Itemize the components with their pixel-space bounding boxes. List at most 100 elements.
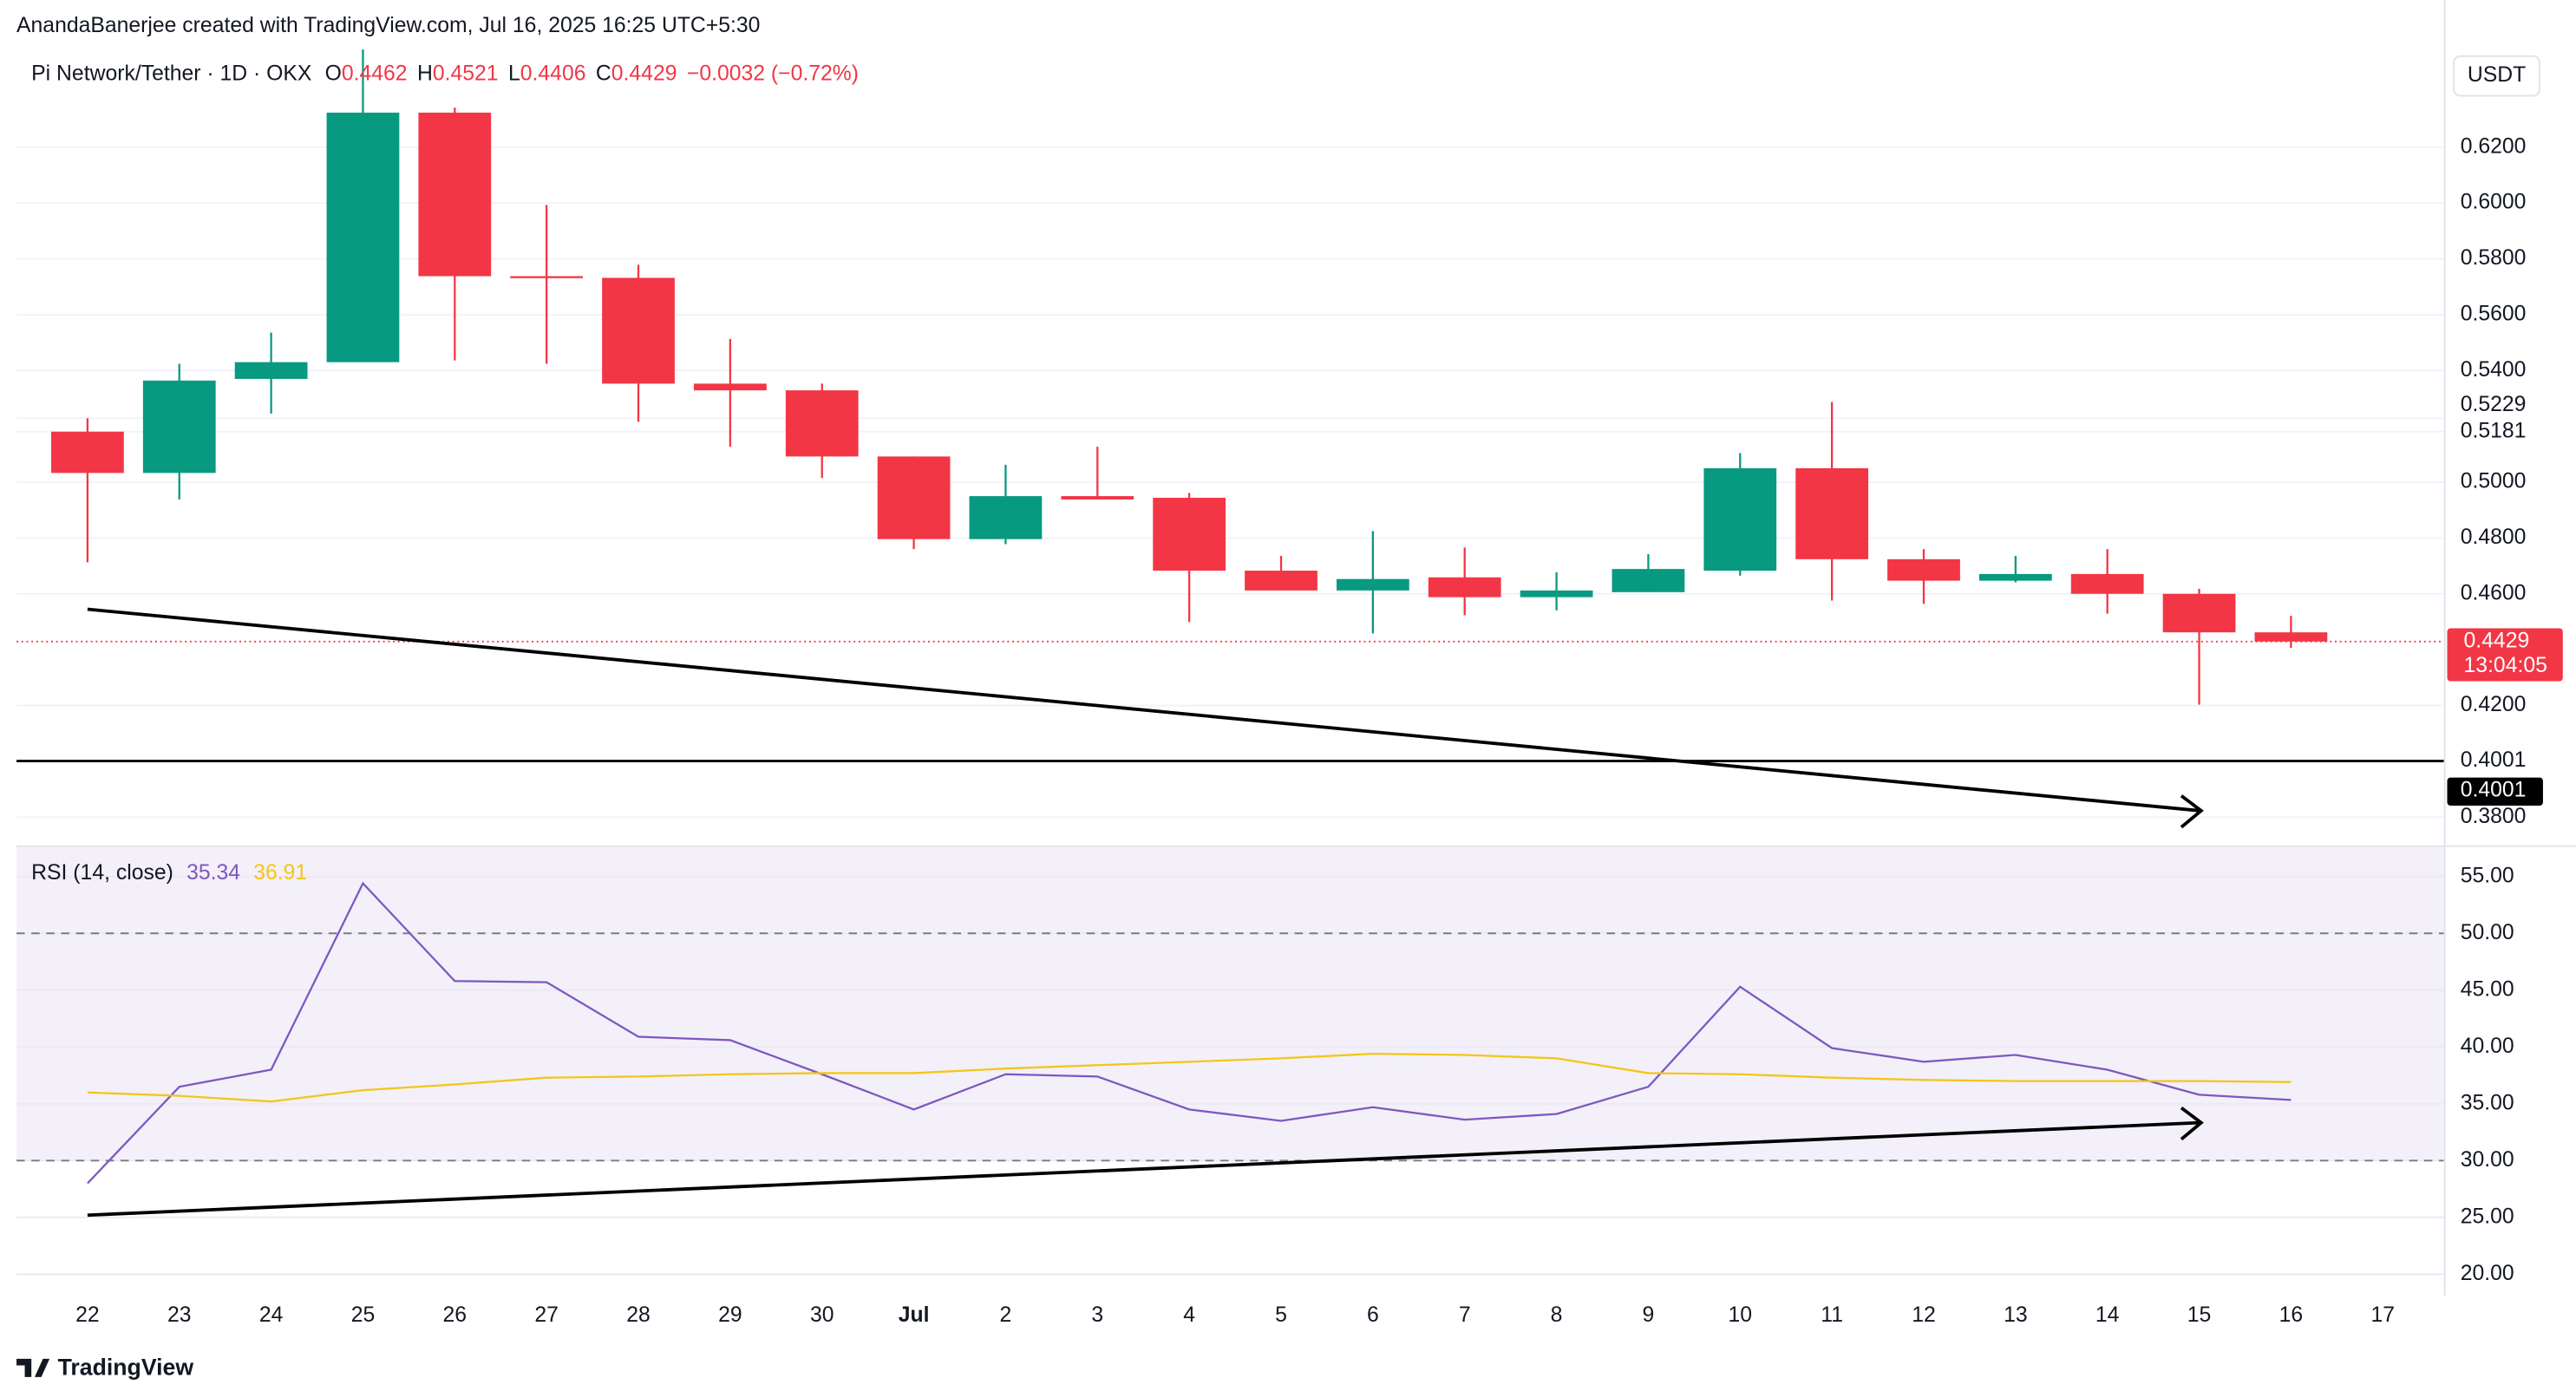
x-tick-label: 14 (2095, 1303, 2120, 1327)
attribution: AnandaBanerjee created with TradingView.… (16, 14, 760, 37)
candle-body (418, 112, 492, 277)
candle-body (877, 456, 951, 539)
x-tick-label: 13 (2004, 1303, 2028, 1327)
x-tick-label: 12 (1912, 1303, 1936, 1327)
y-tick-label: 0.5600 (2461, 302, 2527, 325)
x-tick-label: 17 (2370, 1303, 2395, 1327)
change: −0.0032 (−0.72%) (687, 62, 859, 85)
y-tick-label: 25.00 (2461, 1205, 2514, 1228)
x-tick-label: 24 (259, 1303, 284, 1327)
y-tick-label: 0.5000 (2461, 470, 2527, 493)
candle-body (693, 383, 767, 391)
rsi-band (16, 846, 2444, 1161)
candle-body (142, 380, 216, 473)
hline-label: 0.4001 (2461, 778, 2527, 801)
candle-body (1978, 573, 2052, 581)
x-tick-label: 15 (2187, 1303, 2212, 1327)
rsi-pane (16, 846, 2444, 1276)
x-tick-label: 6 (1367, 1303, 1379, 1327)
x-tick-label: Jul (899, 1303, 930, 1327)
x-tick-label: 8 (1551, 1303, 1563, 1327)
candle-body (1520, 590, 1593, 598)
y-tick-label: 30.00 (2461, 1148, 2514, 1172)
x-tick-label: 3 (1091, 1303, 1103, 1327)
x-tick-label: 25 (351, 1303, 376, 1327)
x-tick-label: 4 (1183, 1303, 1195, 1327)
x-tick-label: 7 (1459, 1303, 1471, 1327)
y-tick-label: 0.5229 (2461, 393, 2527, 416)
x-tick-label: 28 (626, 1303, 651, 1327)
ohlc-label: H (417, 62, 433, 85)
x-tick-label: 27 (534, 1303, 559, 1327)
price-trendline (87, 607, 2200, 813)
y-tick-label: 0.5400 (2461, 358, 2527, 382)
candle-body (326, 112, 400, 362)
rsi-line (87, 1053, 2292, 1103)
candle-body (1795, 467, 1869, 559)
candle-body (1612, 569, 1685, 592)
x-tick-label: 9 (1643, 1303, 1655, 1327)
price-pane (16, 49, 2444, 819)
ohlc: O0.4462 H0.4521 L0.4406 C0.4429 (325, 62, 677, 85)
candle-body (1336, 578, 1409, 591)
candle-body (2254, 632, 2328, 642)
x-tick-label: 30 (810, 1303, 834, 1327)
brand: TradingView (58, 1354, 194, 1380)
hline-box (2447, 777, 2543, 806)
y-tick-label: 0.4600 (2461, 581, 2527, 604)
candle-body (602, 278, 675, 384)
ohlc-value: 0.4406 (520, 62, 586, 85)
arrowhead (2180, 794, 2204, 829)
logo-icon (16, 1358, 50, 1377)
rsi-title: RSI (14, close) (31, 861, 173, 885)
y-tick-label: 0.3800 (2461, 805, 2527, 828)
candle-body (234, 362, 308, 379)
currency[interactable]: USDT (2468, 63, 2526, 87)
last-price: 0.4429 (2464, 629, 2530, 652)
y-tick-label: 20.00 (2461, 1262, 2514, 1285)
candle-body (1153, 498, 1226, 571)
last-price-box (2447, 628, 2563, 682)
candle-body (510, 276, 584, 278)
candle-body (1428, 577, 1501, 598)
price-header: Pi Network/Tether · 1D · OKX O0.4462 H0.45… (31, 62, 859, 85)
x-tick-label: 2 (1000, 1303, 1012, 1327)
candle-body (969, 496, 1043, 539)
currency-box[interactable] (2453, 55, 2541, 97)
symbol: Pi Network/Tether · 1D · OKX (31, 62, 311, 85)
arrowhead (2180, 1106, 2204, 1141)
axes: 0.6200 0.6000 0.5800 0.5600 0.5400 0.5229 0.51… (75, 134, 2563, 1327)
x-tick-label: 10 (1729, 1303, 1753, 1327)
y-tick-label: 50.00 (2461, 921, 2514, 944)
candle-body (1887, 558, 1960, 581)
y-tick-label: 35.00 (2461, 1091, 2514, 1114)
ohlc-value: 0.4462 (342, 62, 408, 85)
x-tick-label: 29 (718, 1303, 742, 1327)
rsi-trendline (87, 1120, 2200, 1218)
rsi-line (87, 881, 2292, 1185)
candle-body (2162, 593, 2236, 633)
ohlc-label: O (325, 62, 342, 85)
x-tick-label: 22 (75, 1303, 100, 1327)
y-tick-label: 55.00 (2461, 864, 2514, 887)
rsi-header: RSI (14, close) 35.34 36.91 (31, 861, 307, 885)
x-tick-label: 16 (2279, 1303, 2304, 1327)
ohlc-value: 0.4521 (433, 62, 499, 85)
ohlc-label: C (596, 62, 611, 85)
trendlines (87, 607, 2204, 1218)
y-tick-label: 45.00 (2461, 977, 2514, 1001)
rsi-value: 35.34 (186, 861, 240, 885)
candle-body (785, 390, 859, 457)
x-tick-label: 23 (167, 1303, 192, 1327)
y-tick-label: 0.4200 (2461, 693, 2527, 716)
y-tick-label: 0.6200 (2461, 134, 2527, 158)
y-tick-label: 0.6000 (2461, 191, 2527, 214)
countdown: 13:04:05 (2464, 654, 2547, 677)
candle-body (1061, 496, 1134, 500)
y-tick-label: 0.5800 (2461, 246, 2527, 270)
candle-body (51, 431, 124, 473)
rsi-values: 35.34 36.91 (186, 861, 307, 885)
x-tick-label: 26 (443, 1303, 467, 1327)
